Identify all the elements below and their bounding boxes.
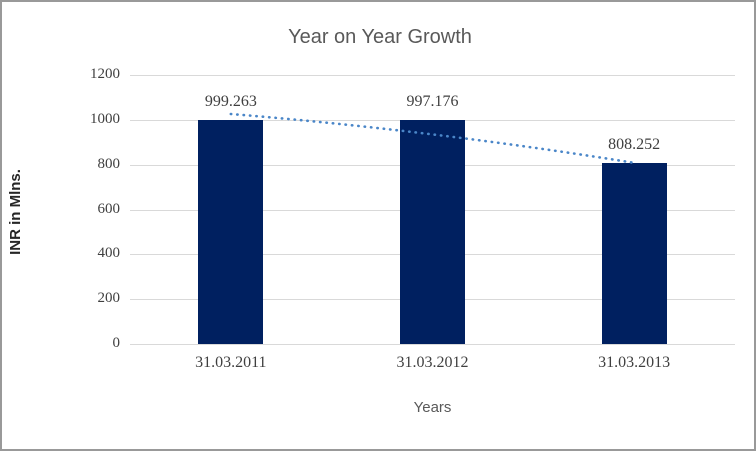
- y-tick-label: 600: [97, 200, 121, 217]
- y-tick-label: 200: [97, 290, 121, 307]
- bar-value-label: 997.176: [406, 93, 459, 111]
- y-tick-label: 1200: [90, 66, 120, 82]
- bar: [198, 119, 264, 344]
- y-tick-label: 1000: [90, 110, 120, 127]
- bar-value-label: 999.263: [204, 92, 257, 110]
- bar: [400, 120, 465, 344]
- trendline-path: [229, 112, 636, 165]
- chart-title: Year on Year Growth: [288, 26, 472, 48]
- x-tick-label: 31.03.2013: [598, 354, 671, 371]
- x-axis-title: Years: [413, 399, 452, 416]
- gridline: [130, 119, 735, 121]
- x-tick-label: 31.03.2012: [396, 354, 469, 371]
- plot-area: 999.263 997.176 808.252: [130, 75, 735, 345]
- y-tick-label: 400: [97, 245, 121, 262]
- gridline: [130, 344, 735, 345]
- y-tick-label: 800: [97, 155, 121, 172]
- bar: [601, 162, 667, 344]
- gridline: [130, 75, 735, 76]
- y-tick-label: 0: [112, 335, 121, 351]
- x-tick-label: 31.03.2011: [195, 354, 267, 371]
- bar-value-label: 808.252: [608, 135, 661, 153]
- trendline: [229, 112, 636, 165]
